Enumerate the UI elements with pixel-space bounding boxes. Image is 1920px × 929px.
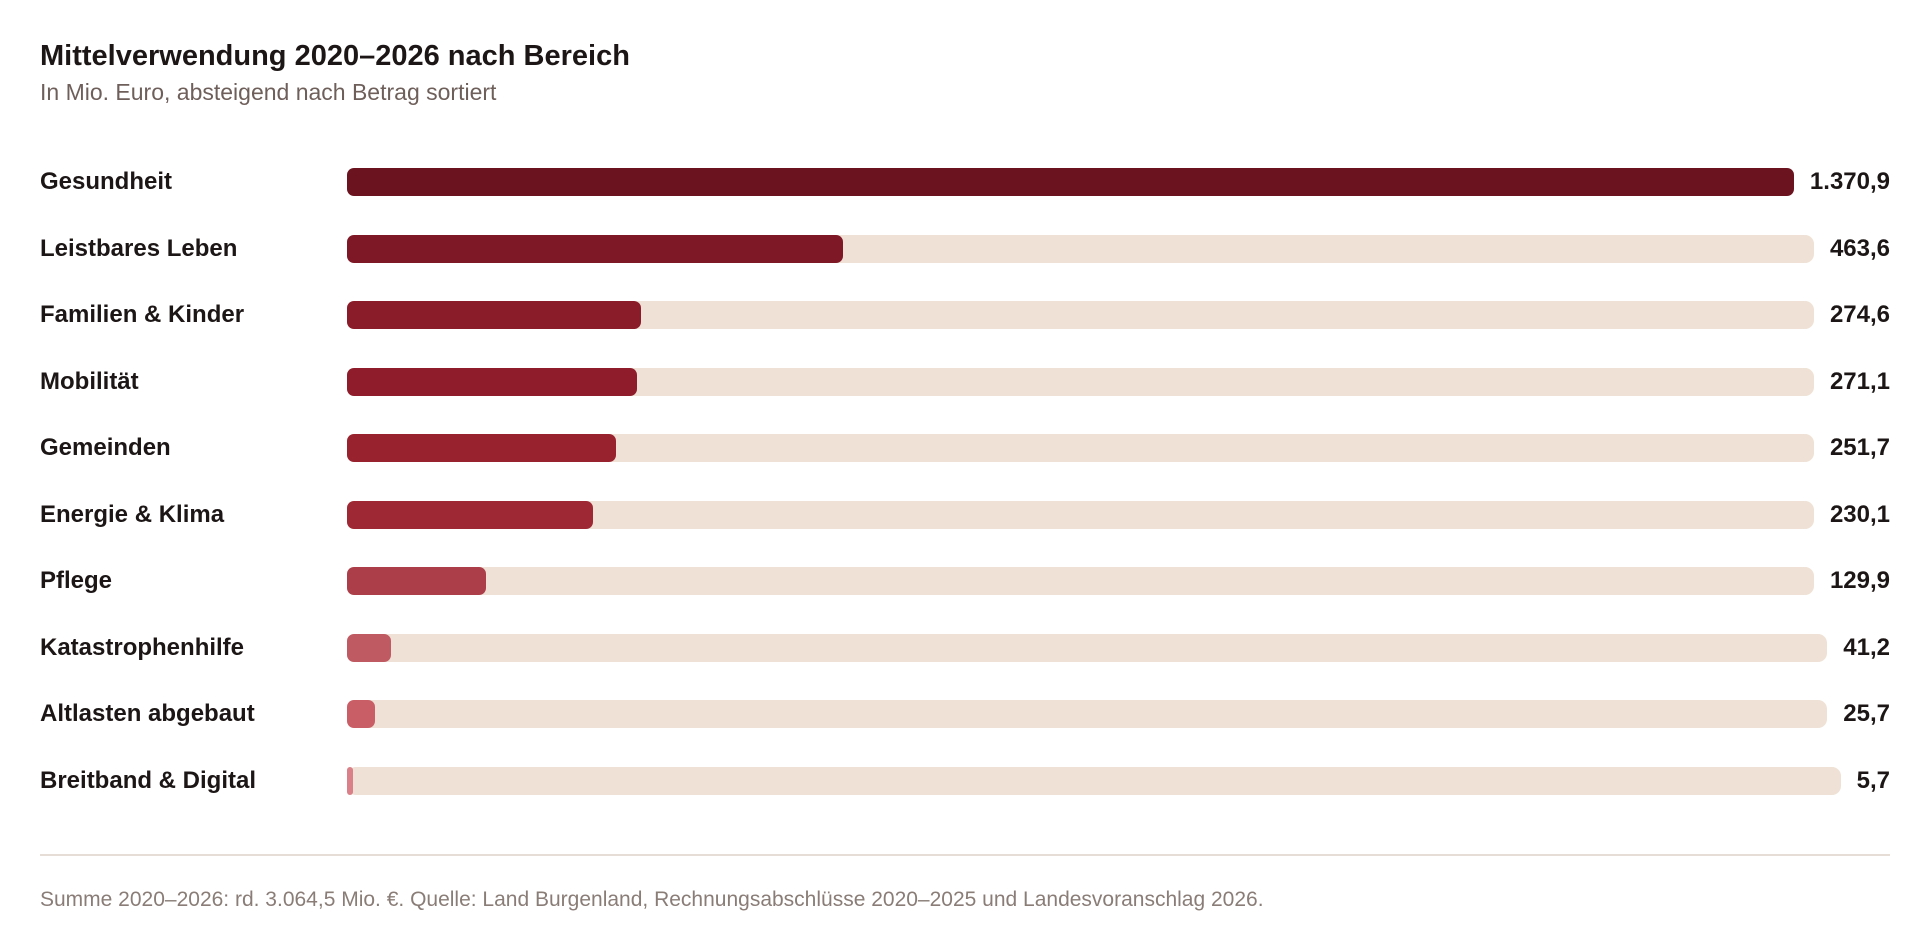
bar-row: Gesundheit 1.370,9 [40,149,1890,216]
value-label: 230,1 [1829,500,1890,528]
bar [347,700,375,728]
bar-row: Gemeinden 251,7 [40,415,1890,482]
bar-row: Familien & Kinder 274,6 [40,282,1890,349]
bar-track [347,367,1814,396]
bar-track [347,766,1841,795]
value-label: 1.370,9 [1809,168,1890,195]
bar-row: Leistbares Leben 463,6 [40,216,1890,283]
value-label: 129,9 [1829,567,1890,594]
bar [347,434,617,462]
bar-track [347,567,1814,595]
bar-row: Altlasten abgebaut 25,7 [40,681,1890,748]
category-label: Gemeinden [40,434,171,461]
bar-row: Katastrophenhilfe 41,2 [40,615,1890,682]
category-label: Altlasten abgebaut [40,700,255,727]
bar-track [347,700,1828,728]
category-label: Leistbares Leben [40,234,238,262]
value-label: 251,7 [1829,434,1890,461]
chart-card: Mittelverwendung 2020–2026 nach Bereich … [40,38,1890,814]
category-label: Breitband & Digital [40,766,257,794]
bar [347,168,1794,196]
category-label: Mobilität [40,367,139,395]
bar [347,234,844,263]
chart-subtitle: In Mio. Euro, absteigend nach Betrag sor… [40,79,497,105]
bar-track [347,434,1814,462]
bar [347,567,486,595]
bar [347,367,638,396]
bar-track [347,633,1828,662]
footer-divider [40,854,1890,856]
bar-row: Pflege 129,9 [40,548,1890,615]
bar [347,500,594,529]
bar-row: Energie & Klima 230,1 [40,482,1890,549]
bar [347,633,392,662]
bar-track [347,301,1814,329]
bar [347,301,641,329]
bar-row: Mobilität 271,1 [40,349,1890,416]
bar-track [347,168,1794,196]
chart-title: Mittelverwendung 2020–2026 nach Bereich [40,40,630,72]
category-label: Gesundheit [40,168,173,195]
value-label: 25,7 [1843,700,1890,727]
bar-chart: Gesundheit 1.370,9 Leistbares Leben 463,6 Fa… [40,149,1890,814]
bar-row: Breitband & Digital 5,7 [40,748,1890,815]
value-label: 5,7 [1856,766,1890,794]
bar [347,766,354,795]
value-label: 41,2 [1843,633,1890,661]
category-label: Katastrophenhilfe [40,633,245,661]
value-label: 274,6 [1829,301,1890,328]
source-footnote: Summe 2020–2026: rd. 3.064,5 Mio. €. Que… [40,888,1264,911]
category-label: Pflege [40,567,113,594]
bar-track [347,500,1814,529]
bar-track [347,234,1814,263]
value-label: 463,6 [1829,234,1890,262]
category-label: Familien & Kinder [40,301,245,328]
value-label: 271,1 [1829,367,1890,395]
category-label: Energie & Klima [40,500,225,528]
